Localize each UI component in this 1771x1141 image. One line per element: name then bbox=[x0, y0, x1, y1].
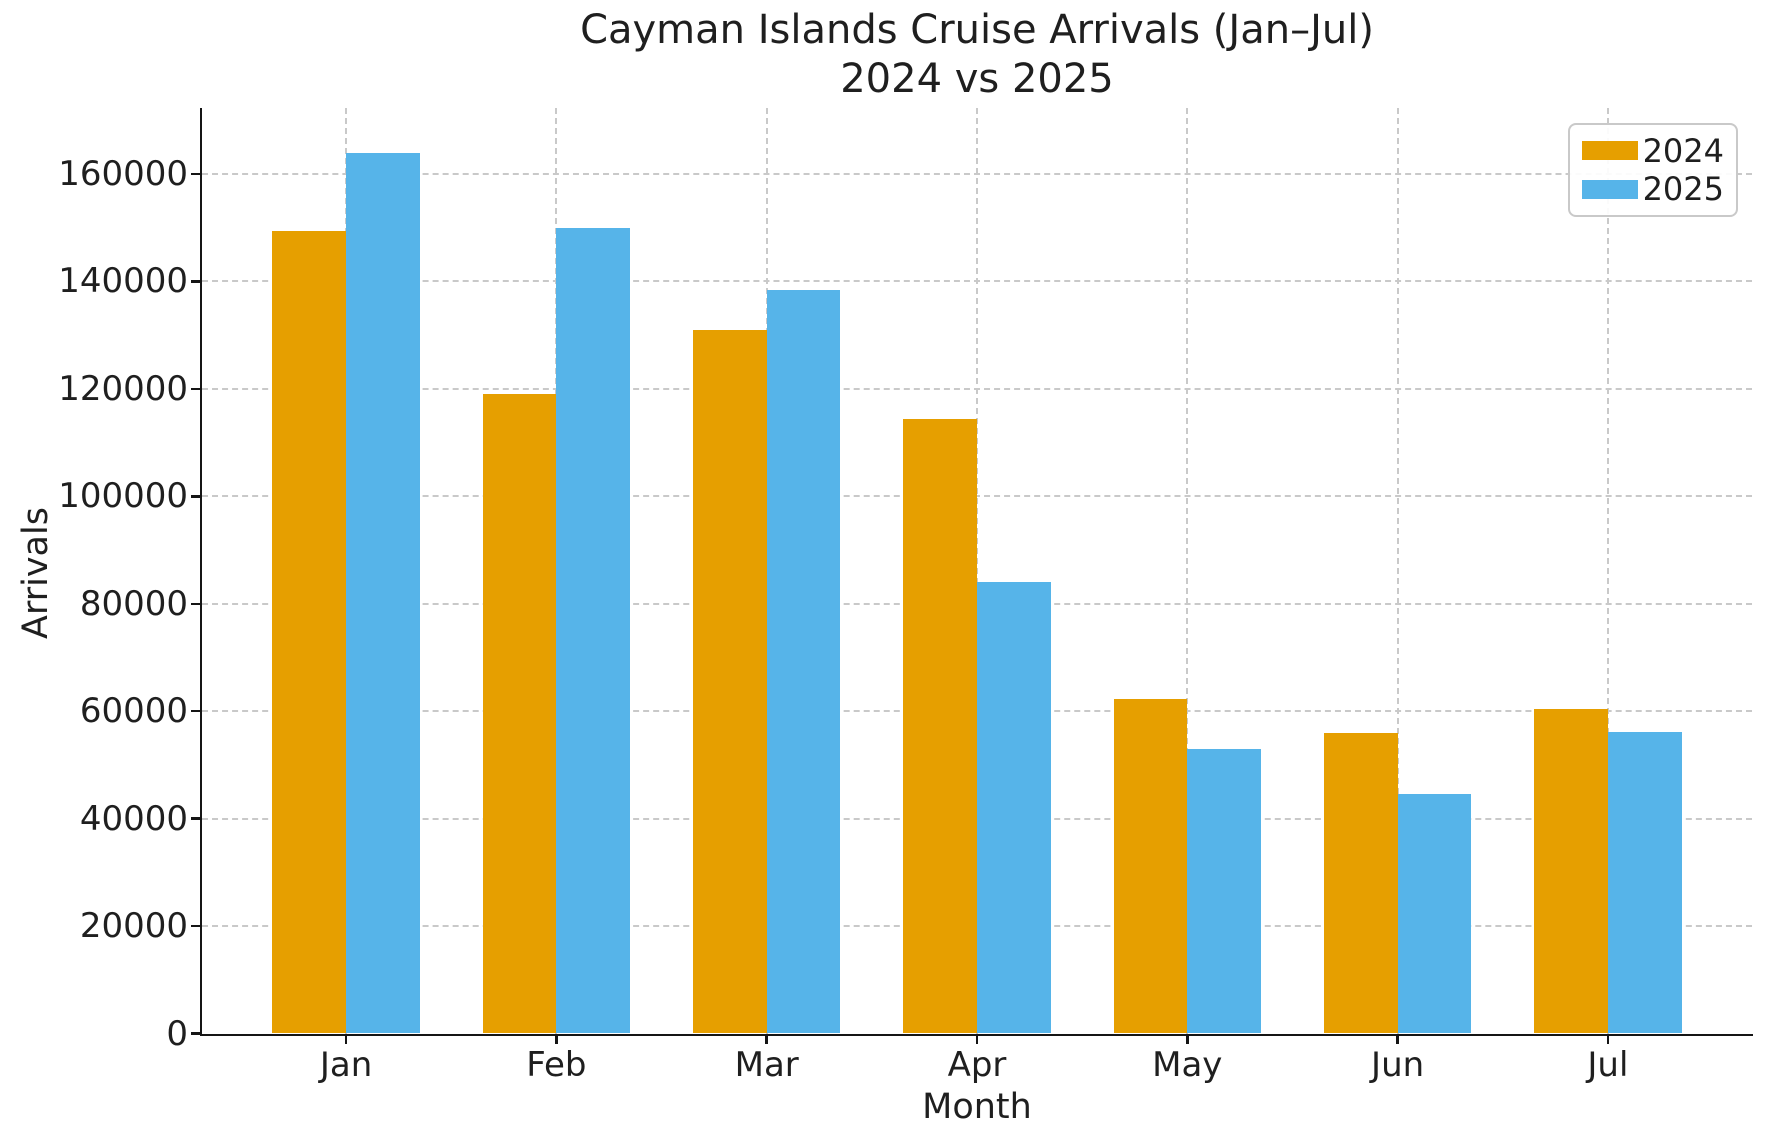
y-tick-label: 80000 bbox=[79, 583, 188, 624]
bar-2024-May bbox=[1113, 699, 1188, 1034]
y-tick-label: 20000 bbox=[79, 906, 188, 947]
legend-label-2025: 2025 bbox=[1642, 170, 1724, 209]
x-tick-label: Feb bbox=[526, 1045, 587, 1085]
x-tick-label: May bbox=[1152, 1045, 1223, 1085]
bar-2025-May bbox=[1187, 748, 1261, 1034]
v-gridline bbox=[1186, 108, 1189, 1034]
bar-2025-Feb bbox=[556, 227, 630, 1034]
y-tick bbox=[191, 387, 200, 391]
x-tick bbox=[1396, 1036, 1399, 1044]
x-axis-label: Month bbox=[922, 1087, 1032, 1127]
x-axis-spine bbox=[199, 1033, 1753, 1036]
x-tick bbox=[975, 1036, 979, 1044]
y-tick-label: 40000 bbox=[79, 798, 188, 839]
chart-title-line2: 2024 vs 2025 bbox=[840, 56, 1114, 102]
x-tick bbox=[1186, 1036, 1189, 1044]
legend-item-2024: 2024 bbox=[1582, 132, 1724, 170]
plot-area bbox=[202, 108, 1752, 1034]
y-tick-label: 100000 bbox=[58, 476, 188, 517]
legend-item-2025: 2025 bbox=[1582, 170, 1724, 208]
x-tick bbox=[344, 1036, 348, 1044]
y-tick bbox=[191, 924, 200, 928]
y-tick bbox=[191, 602, 200, 606]
x-tick bbox=[1606, 1036, 1610, 1044]
bar-2025-Jul bbox=[1607, 731, 1682, 1034]
legend-label-2024: 2024 bbox=[1642, 131, 1724, 170]
y-tick bbox=[191, 495, 200, 498]
x-tick bbox=[555, 1036, 558, 1044]
v-gridline bbox=[1606, 108, 1609, 1034]
v-gridline bbox=[1396, 108, 1399, 1034]
y-tick-label: 140000 bbox=[58, 261, 188, 302]
y-tick bbox=[191, 280, 200, 283]
bar-2024-Jan bbox=[272, 231, 347, 1034]
x-tick-label: Jul bbox=[1587, 1045, 1629, 1085]
x-tick bbox=[765, 1036, 768, 1044]
y-tick bbox=[191, 817, 200, 820]
bar-2024-Apr bbox=[903, 419, 977, 1034]
x-tick-label: Jun bbox=[1371, 1045, 1425, 1085]
y-axis-spine bbox=[199, 108, 202, 1036]
y-tick bbox=[191, 1032, 200, 1035]
y-tick-label: 160000 bbox=[58, 154, 188, 195]
chart-title-line1: Cayman Islands Cruise Arrivals (Jan–Jul) bbox=[580, 7, 1374, 53]
y-tick bbox=[191, 172, 200, 176]
y-tick-label: 60000 bbox=[79, 691, 188, 732]
bar-2025-Jan bbox=[346, 152, 420, 1034]
bar-2025-Apr bbox=[977, 582, 1051, 1034]
legend-swatch-2024 bbox=[1582, 141, 1638, 161]
bar-2025-Mar bbox=[766, 289, 841, 1034]
y-tick-label: 120000 bbox=[58, 368, 188, 409]
x-tick-label: Apr bbox=[947, 1045, 1007, 1085]
chart-title: Cayman Islands Cruise Arrivals (Jan–Jul)… bbox=[202, 6, 1752, 104]
bar-2024-Mar bbox=[693, 329, 767, 1034]
y-tick-label: 0 bbox=[166, 1013, 188, 1054]
x-tick-label: Mar bbox=[734, 1045, 799, 1085]
legend: 2024 2025 bbox=[1568, 123, 1738, 217]
bar-2024-Jun bbox=[1324, 732, 1398, 1034]
bar-2025-Jun bbox=[1397, 793, 1472, 1034]
v-gridline bbox=[976, 108, 978, 1034]
legend-swatch-2025 bbox=[1582, 179, 1638, 199]
bar-2024-Jul bbox=[1534, 708, 1608, 1034]
bar-2024-Feb bbox=[482, 394, 557, 1034]
x-tick-label: Jan bbox=[319, 1045, 373, 1085]
y-tick bbox=[191, 709, 200, 713]
